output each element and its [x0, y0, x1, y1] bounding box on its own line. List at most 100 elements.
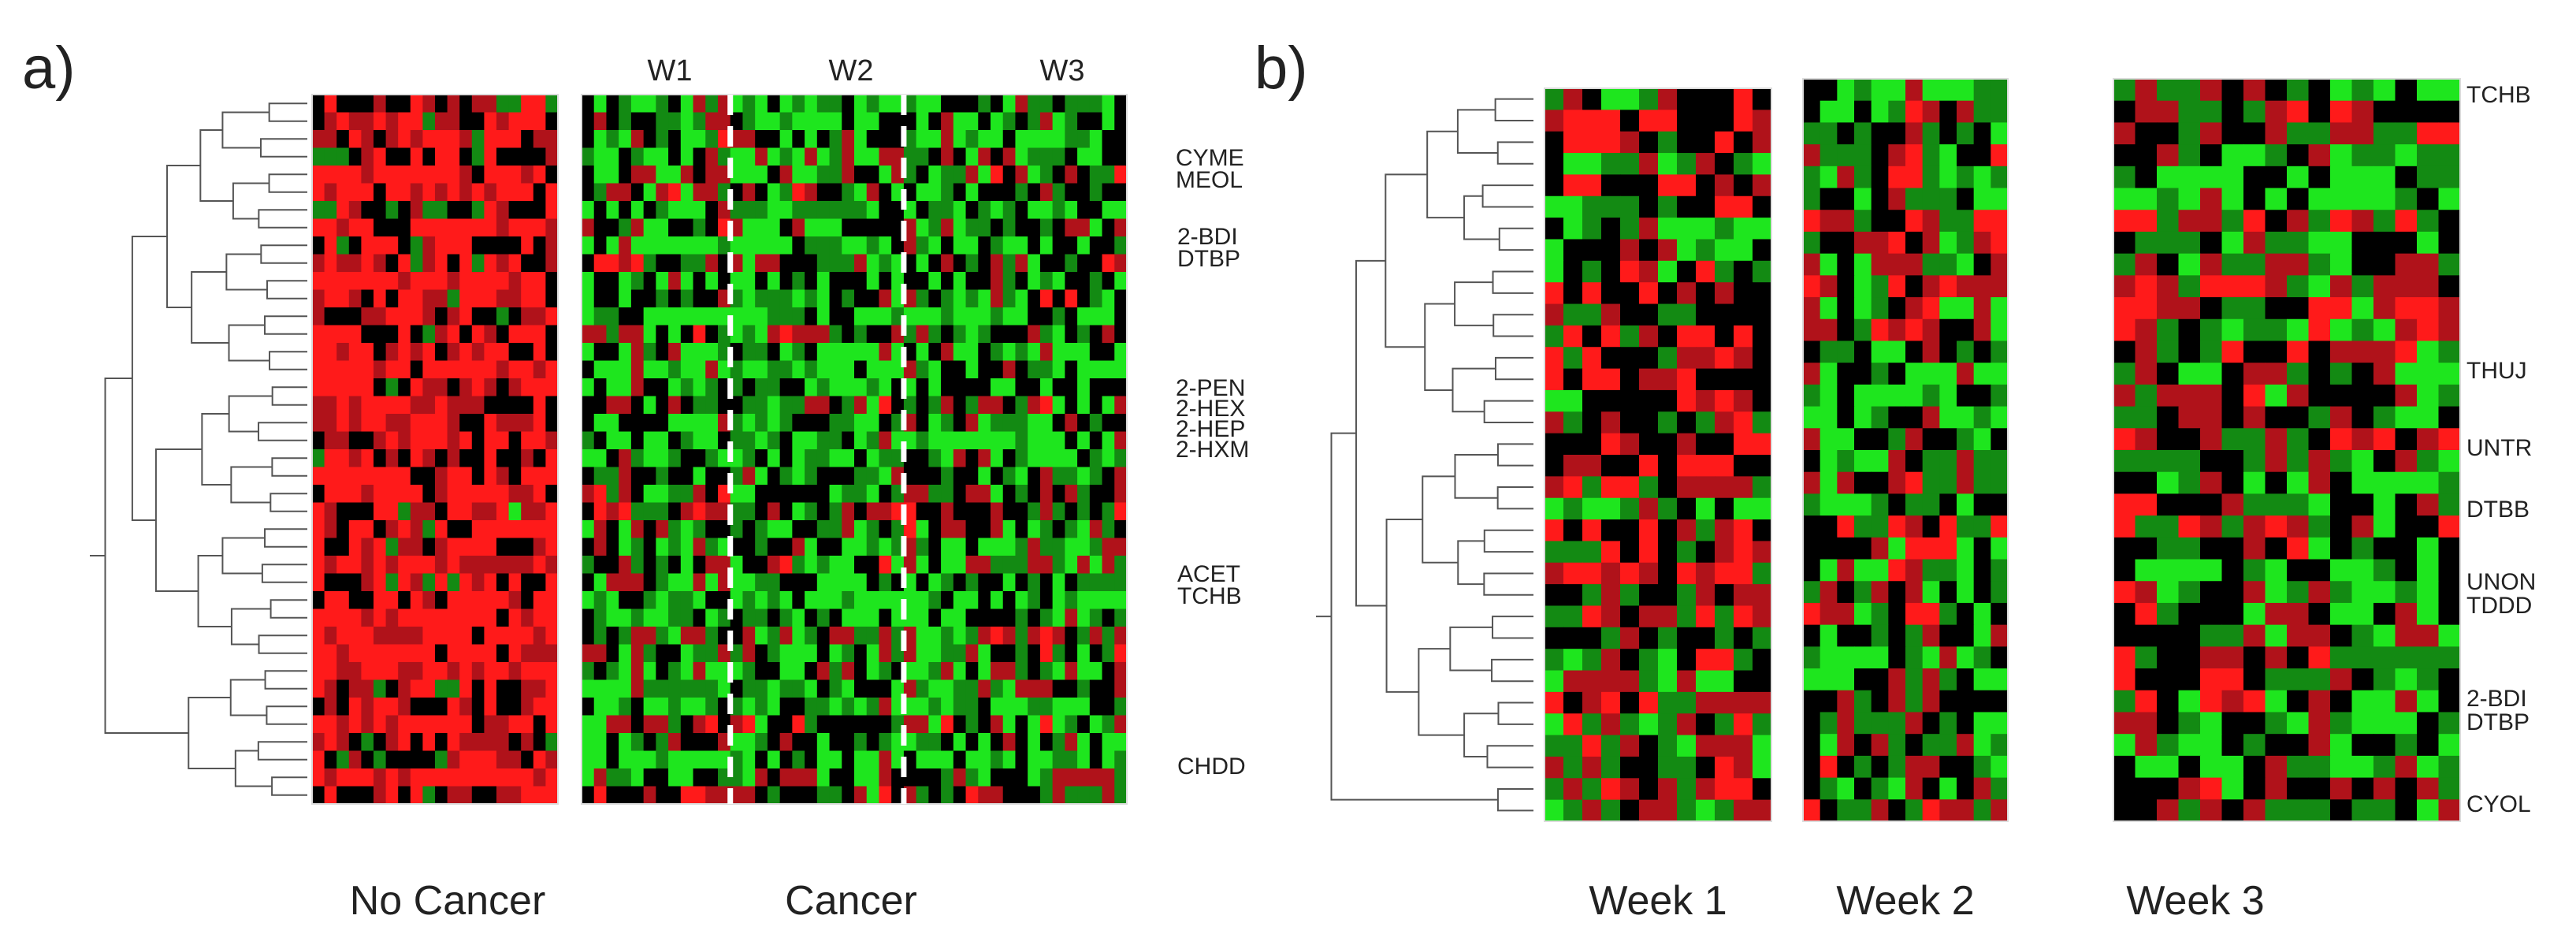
panel-b-group-0-cell [1658, 368, 1678, 391]
panel-a-group-0-cell [422, 485, 436, 504]
panel-b-group-2-cell [2243, 471, 2266, 495]
panel-b-group-0-cell [1696, 239, 1715, 262]
panel-b-group-2-cell [2308, 777, 2331, 800]
panel-b-group-2-cell [2221, 537, 2244, 560]
panel-b-group-0-cell [1601, 562, 1621, 585]
panel-a-group-0-cell [533, 538, 546, 556]
panel-a-group-1-cell [941, 414, 954, 433]
panel-a-group-0-cell [385, 520, 399, 539]
panel-b-group-0-cell [1544, 670, 1564, 693]
panel-a-group-1-cell [619, 698, 632, 716]
panel-a-group-1-cell [1089, 538, 1103, 556]
panel-a-group-1-cell [1028, 95, 1041, 113]
panel-a-group-1-cell [742, 467, 756, 486]
panel-a-group-1-cell [816, 662, 831, 681]
panel-b-group-2-cell [2438, 166, 2461, 189]
panel-b-group-2-cell [2308, 100, 2331, 124]
panel-a-group-0-cell [361, 307, 374, 326]
panel-a-group-1-cell [829, 662, 842, 681]
panel-a-group-1-cell [693, 662, 706, 681]
panel-b-group-1-cell [1973, 712, 1991, 735]
panel-a-group-0-cell [435, 112, 448, 131]
panel-b-group-2-cell [2287, 734, 2310, 757]
panel-b-group-1-cell [1820, 406, 1838, 429]
panel-a-group-1-cell [593, 289, 608, 308]
panel-a-group-1-cell [582, 467, 595, 486]
panel-b-group-2-cell [2330, 755, 2353, 779]
panel-a-group-1-cell [1102, 414, 1115, 433]
panel-a-group-1-cell [1015, 644, 1028, 663]
panel-a-group-1-cell [606, 520, 619, 539]
panel-a-group-1-cell [792, 768, 805, 787]
panel-a-group-1-cell [1002, 698, 1017, 716]
panel-b-group-0-cell [1544, 691, 1564, 714]
panel-a-group-1-cell [730, 289, 744, 308]
panel-a-group-1-cell [953, 112, 967, 131]
panel-a-group-0-cell [471, 768, 485, 787]
panel-b-group-2-cell [2265, 734, 2288, 757]
panel-b-group-1-cell [1957, 253, 1975, 276]
panel-b-group-0-cell [1696, 88, 1715, 110]
panel-b-group-2-cell [2330, 515, 2353, 538]
panel-b-group-0-cell [1582, 218, 1602, 240]
panel-b-group-2-cell [2265, 340, 2288, 363]
panel-b-group-0-cell [1563, 519, 1583, 542]
panel-a-group-1-cell [779, 502, 793, 521]
panel-a-group-0-cell [447, 644, 460, 663]
panel-a-group-1-cell [866, 698, 880, 716]
panel-a-group-1-cell [805, 698, 818, 716]
panel-a-group-1-cell [1028, 662, 1041, 681]
panel-b-group-1-cell [1922, 188, 1940, 210]
panel-b-group-0-cell [1715, 584, 1734, 607]
panel-a-group-0-cell [361, 112, 374, 131]
panel-a-group-1-cell [742, 556, 756, 575]
panel-a-group-0-cell [361, 591, 374, 610]
panel-a-group-1-cell [879, 414, 892, 433]
panel-b-group-0-cell [1658, 627, 1678, 649]
panel-a-group-1-cell [1028, 360, 1041, 379]
panel-b-group-2-cell [2395, 581, 2418, 604]
panel-b-group-2-cell [2417, 734, 2440, 757]
panel-a-group-0-cell [447, 520, 460, 539]
panel-b-group-0-cell [1582, 691, 1602, 714]
panel-a-group-1-cell [593, 201, 608, 220]
panel-a-group-0-cell [533, 679, 546, 698]
panel-a-group-1-cell [705, 325, 719, 344]
dendrogram-branch [266, 280, 307, 300]
panel-b-group-1-cell [1922, 340, 1940, 363]
panel-a-group-1-cell [805, 95, 818, 113]
panel-b-group-1-cell [1820, 275, 1838, 298]
panel-a-group-0-cell [361, 485, 374, 504]
panel-b-group-2-cell [2438, 471, 2461, 495]
panel-b-group-2-cell [2330, 188, 2353, 210]
panel-a-group-1-cell [630, 396, 645, 415]
panel-a-group-1-cell [1089, 112, 1103, 131]
panel-a-group-0-cell [312, 431, 325, 450]
panel-a-group-0-cell [361, 662, 374, 681]
panel-a-group-1-cell [978, 556, 991, 575]
panel-a-group-1-cell [978, 201, 991, 220]
panel-b-group-0-cell [1696, 519, 1715, 542]
panel-b-group-1-cell [1820, 166, 1838, 189]
panel-a-group-0-cell [533, 485, 546, 504]
panel-b-group-2-cell [2287, 79, 2310, 102]
panel-a-group-1-cell [656, 183, 669, 202]
panel-a-group-0-cell [471, 147, 485, 166]
panel-b-group-2-cell [2178, 166, 2201, 189]
panel-b-group-2-cell [2351, 340, 2374, 363]
dendrogram-branch [1463, 713, 1499, 757]
panel-a-group-1-cell [953, 166, 967, 184]
panel-b-group-2-cell [2438, 646, 2461, 669]
panel-a-group-0-cell [374, 591, 387, 610]
panel-a-group-1-cell [842, 520, 855, 539]
panel-a-group-1-cell [965, 396, 979, 415]
panel-a-group-0-cell [496, 449, 510, 468]
panel-b-group-2-cell [2373, 581, 2396, 604]
panel-a-group-1-cell [965, 502, 979, 521]
panel-a-group-1-cell [619, 431, 632, 450]
panel-a-group-1-cell [1102, 750, 1115, 769]
panel-a-group-1-cell [779, 768, 793, 787]
panel-b-group-0-cell [1639, 174, 1659, 197]
panel-b-group-1-cell [1871, 428, 1889, 451]
panel-a-group-0-cell [447, 236, 460, 255]
